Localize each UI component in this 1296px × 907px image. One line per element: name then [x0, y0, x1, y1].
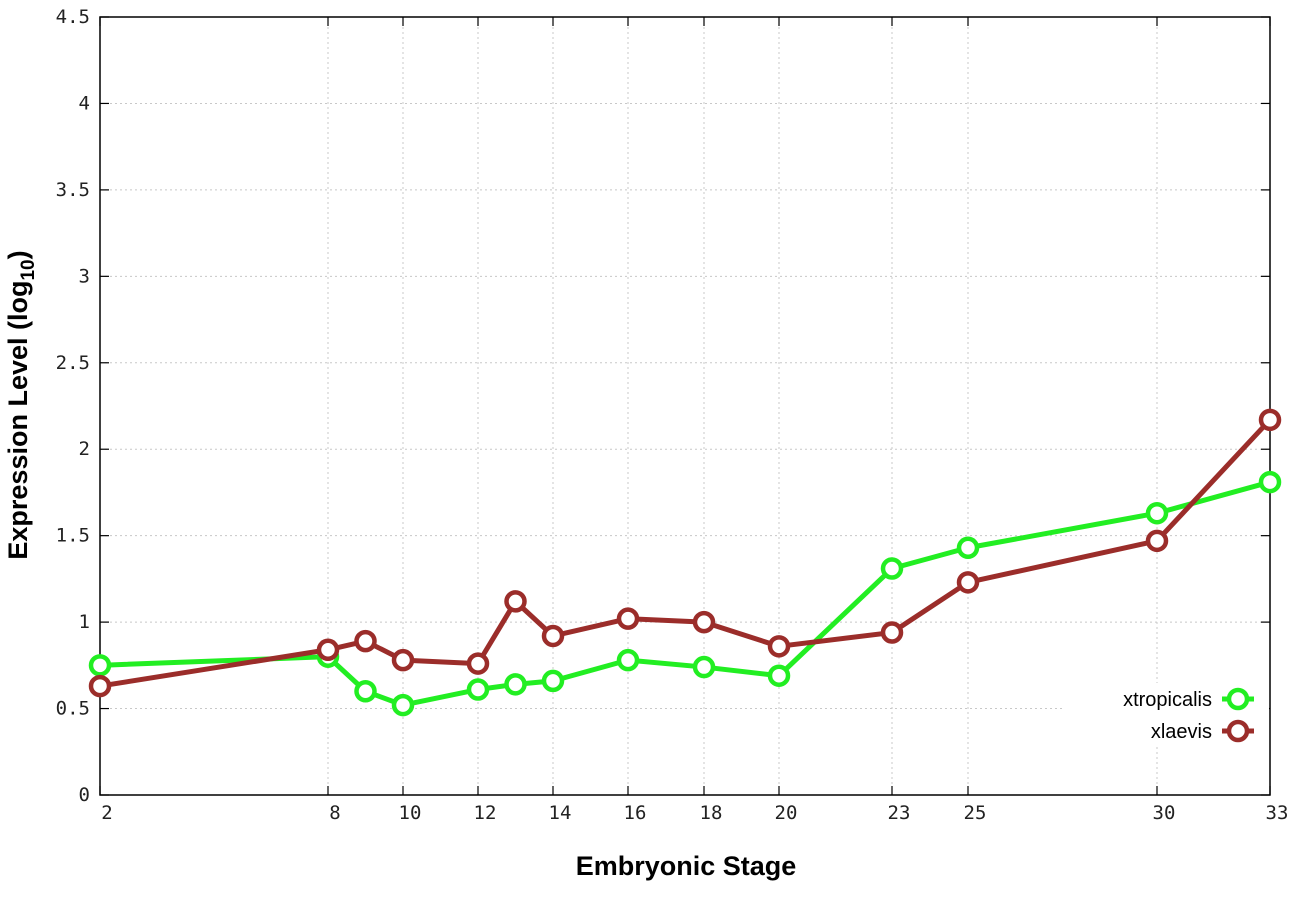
plot-frame [99, 16, 1271, 796]
series-line-xlaevis [99, 418, 1272, 689]
data-point-xtropicalis [354, 680, 377, 703]
x-tick-label: 33 [1266, 802, 1289, 824]
data-point-xtropicalis [767, 664, 791, 687]
y-tick-label: 1 [79, 611, 90, 633]
x-tick-label: 25 [964, 802, 987, 824]
data-point-xlaevis [1145, 529, 1169, 553]
y-tick-label: 0.5 [56, 698, 90, 720]
y-tick-label: 4.5 [56, 6, 90, 28]
y-axis-title-close: ) [3, 250, 33, 259]
data-point-xlaevis [504, 590, 527, 613]
data-point-xlaevis [316, 638, 340, 662]
data-point-xtropicalis [391, 693, 415, 717]
data-point-xlaevis [956, 571, 980, 594]
y-tick-label: 2 [79, 438, 90, 460]
legend-label-xtropicalis: xtropicalis [1123, 689, 1212, 711]
x-tick-label: 2 [101, 802, 112, 824]
data-point-xtropicalis [88, 654, 112, 677]
y-tick-label: 4 [79, 92, 90, 114]
x-tick-label: 10 [399, 802, 422, 824]
data-point-xtropicalis [1145, 501, 1169, 525]
data-point-xtropicalis [880, 557, 904, 580]
legend-label-xlaevis: xlaevis [1151, 721, 1212, 743]
data-point-xtropicalis [616, 648, 640, 672]
x-tick-label: 23 [888, 802, 911, 824]
data-point-xlaevis [616, 607, 640, 630]
x-tick-label: 30 [1153, 802, 1176, 824]
series-xlaevis [88, 408, 1282, 698]
data-point-xtropicalis [504, 673, 527, 696]
y-tick-label: 0 [79, 784, 90, 806]
data-point-xlaevis [880, 621, 904, 644]
data-point-xlaevis [1258, 408, 1282, 432]
x-axis-title: Embryonic Stage [576, 851, 797, 881]
x-tick-label: 16 [624, 802, 647, 824]
x-tick-label: 18 [700, 802, 723, 824]
series-xtropicalis [88, 470, 1282, 717]
y-tick-label: 3 [79, 265, 90, 287]
axis-ticks: 0 0.5 1 1.5 2 2.5 3 3.5 4 4.5 2 8 10 12 14 16 18 20 23 25 30… [56, 6, 1289, 824]
y-axis-title-main: Expression Level (log [3, 281, 33, 560]
data-point-xtropicalis [1258, 470, 1282, 494]
data-point-xlaevis [466, 652, 490, 675]
data-point-xtropicalis [466, 678, 490, 701]
data-point-xlaevis [88, 674, 112, 698]
y-tick-label: 3.5 [56, 179, 90, 201]
y-tick-label: 1.5 [56, 525, 90, 547]
data-point-xlaevis [767, 635, 791, 658]
y-axis-title: Expression Level (log10) [3, 250, 39, 559]
y-tick-label: 2.5 [56, 352, 90, 374]
y-axis-title-subscript: 10 [18, 259, 39, 280]
legend-marker-xlaevis [1226, 719, 1250, 743]
grid-lines [100, 17, 1270, 795]
series-line-xtropicalis [99, 479, 1271, 708]
data-point-xtropicalis [692, 655, 716, 679]
x-tick-label: 14 [549, 802, 572, 824]
data-point-xtropicalis [541, 669, 565, 693]
x-tick-label: 12 [474, 802, 497, 824]
data-point-xtropicalis [956, 536, 980, 560]
x-tick-label: 8 [329, 802, 340, 824]
legend-marker-xtropicalis [1226, 687, 1250, 711]
data-point-xlaevis [692, 610, 716, 634]
data-point-xlaevis [541, 624, 565, 648]
series-layer [88, 408, 1282, 717]
data-point-xlaevis [391, 648, 415, 672]
data-point-xlaevis [354, 629, 377, 653]
x-tick-label: 20 [775, 802, 798, 824]
legend: xtropicalis xlaevis [1062, 683, 1269, 746]
